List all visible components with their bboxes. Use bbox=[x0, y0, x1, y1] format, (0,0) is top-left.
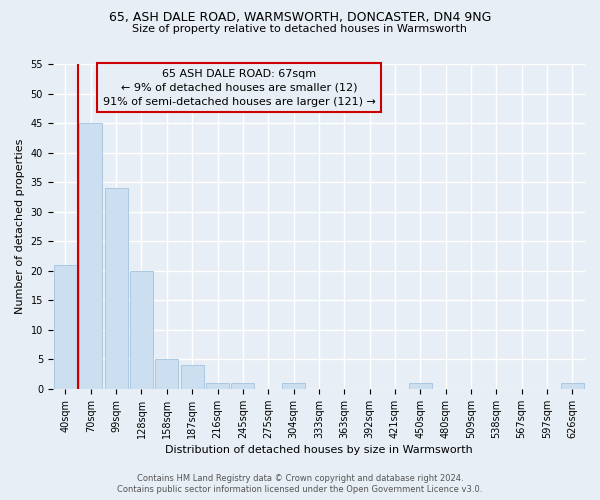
Bar bbox=[206, 383, 229, 389]
Bar bbox=[130, 270, 153, 389]
Bar bbox=[232, 383, 254, 389]
Bar bbox=[155, 360, 178, 389]
X-axis label: Distribution of detached houses by size in Warmsworth: Distribution of detached houses by size … bbox=[165, 445, 473, 455]
Text: 65 ASH DALE ROAD: 67sqm
← 9% of detached houses are smaller (12)
91% of semi-det: 65 ASH DALE ROAD: 67sqm ← 9% of detached… bbox=[103, 69, 376, 107]
Bar bbox=[409, 383, 431, 389]
Bar bbox=[105, 188, 128, 389]
Bar bbox=[54, 265, 77, 389]
Bar bbox=[79, 123, 102, 389]
Text: Size of property relative to detached houses in Warmsworth: Size of property relative to detached ho… bbox=[133, 24, 467, 34]
Text: 65, ASH DALE ROAD, WARMSWORTH, DONCASTER, DN4 9NG: 65, ASH DALE ROAD, WARMSWORTH, DONCASTER… bbox=[109, 11, 491, 24]
Y-axis label: Number of detached properties: Number of detached properties bbox=[15, 138, 25, 314]
Text: Contains HM Land Registry data © Crown copyright and database right 2024.
Contai: Contains HM Land Registry data © Crown c… bbox=[118, 474, 482, 494]
Bar bbox=[561, 383, 584, 389]
Bar bbox=[181, 365, 203, 389]
Bar bbox=[282, 383, 305, 389]
